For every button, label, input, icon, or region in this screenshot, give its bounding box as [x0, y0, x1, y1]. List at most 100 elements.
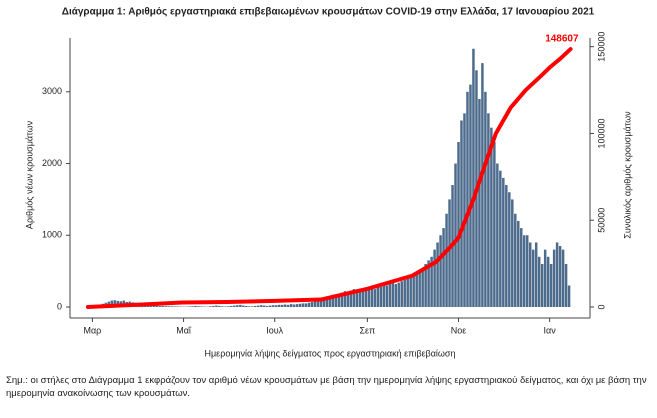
bar [382, 284, 386, 307]
bar [331, 294, 335, 307]
x-tick-label: Σεπ [359, 325, 375, 335]
bar [534, 242, 538, 307]
bar [472, 48, 475, 307]
bar [340, 292, 344, 307]
bar [313, 301, 317, 307]
bar [379, 286, 383, 307]
bar [200, 306, 203, 307]
bar [268, 305, 272, 307]
bar [543, 249, 547, 307]
bar [567, 285, 571, 307]
bar [412, 274, 415, 307]
bar [397, 282, 400, 307]
bar [537, 256, 541, 307]
bar [445, 213, 448, 307]
bar [484, 91, 487, 307]
bar [292, 304, 296, 307]
bar [221, 306, 224, 307]
bar [558, 246, 562, 307]
bar [230, 305, 233, 307]
bar [328, 296, 332, 307]
bar [514, 213, 517, 307]
bar [113, 300, 117, 307]
bar [549, 263, 553, 307]
y2-tick-label: 150000 [596, 32, 606, 62]
bar [367, 289, 371, 307]
bar [400, 281, 403, 307]
x-tick-label: Μαρ [83, 325, 101, 335]
bar [260, 305, 263, 307]
bar [110, 300, 114, 307]
bar [265, 305, 269, 307]
bar [517, 220, 520, 307]
bar [191, 306, 194, 307]
bar [430, 256, 433, 307]
y-tick-label: 2000 [42, 158, 62, 168]
bar [194, 305, 197, 307]
bar [502, 177, 505, 307]
bar [254, 305, 257, 307]
x-tick-label: Ιουλ [266, 325, 283, 335]
bar [505, 185, 508, 307]
bar [499, 170, 502, 307]
bar [364, 289, 368, 307]
bar [552, 249, 556, 307]
x-tick-label: Ιαν [544, 325, 557, 335]
bar [242, 305, 245, 307]
bar [316, 300, 320, 307]
bar [394, 284, 397, 307]
bar [263, 305, 266, 307]
bar [346, 292, 350, 307]
bar [388, 283, 392, 307]
bar [439, 235, 442, 307]
bar [233, 305, 236, 307]
bar [280, 304, 284, 307]
bar [218, 305, 221, 307]
bar [167, 306, 170, 307]
y-axis-label: Αριθμός νέων κρουσμάτων [24, 120, 34, 229]
bar [274, 305, 278, 307]
bar [490, 127, 493, 308]
bar [457, 142, 460, 307]
bar [463, 113, 466, 307]
bar [322, 298, 326, 307]
bar [403, 279, 406, 307]
bar [173, 306, 176, 307]
bar [531, 249, 535, 307]
bar [460, 120, 463, 307]
bar [508, 192, 511, 307]
bar [409, 276, 412, 307]
bar [391, 281, 395, 307]
bar [304, 303, 308, 307]
y2-tick-label: 100000 [596, 118, 606, 148]
bar [155, 305, 158, 307]
bar [295, 304, 299, 307]
chart: Διάγραμμα 1: Αριθμός εργαστηριακά επιβεβ… [24, 7, 632, 359]
bar [421, 269, 424, 307]
bar [301, 303, 305, 307]
bar [158, 305, 161, 307]
bar [355, 289, 359, 307]
end-label: 148607 [545, 34, 579, 45]
bar [209, 306, 212, 307]
bar [424, 263, 427, 307]
bar [466, 91, 469, 307]
bar [478, 98, 481, 308]
bar [337, 294, 341, 307]
bar [224, 306, 227, 307]
bar [406, 278, 409, 307]
bar [307, 302, 311, 307]
bar [436, 242, 439, 307]
bar [289, 304, 293, 307]
x-axis-label: Ημερομηνία λήψης δείγματος προς εργαστηρ… [205, 348, 456, 358]
bar [298, 303, 302, 307]
bar [352, 289, 356, 307]
bar [152, 305, 155, 307]
bar [520, 228, 523, 307]
bar [385, 285, 389, 307]
bar [487, 113, 490, 307]
bar [511, 199, 514, 307]
bar [546, 256, 550, 307]
bar [170, 306, 173, 307]
